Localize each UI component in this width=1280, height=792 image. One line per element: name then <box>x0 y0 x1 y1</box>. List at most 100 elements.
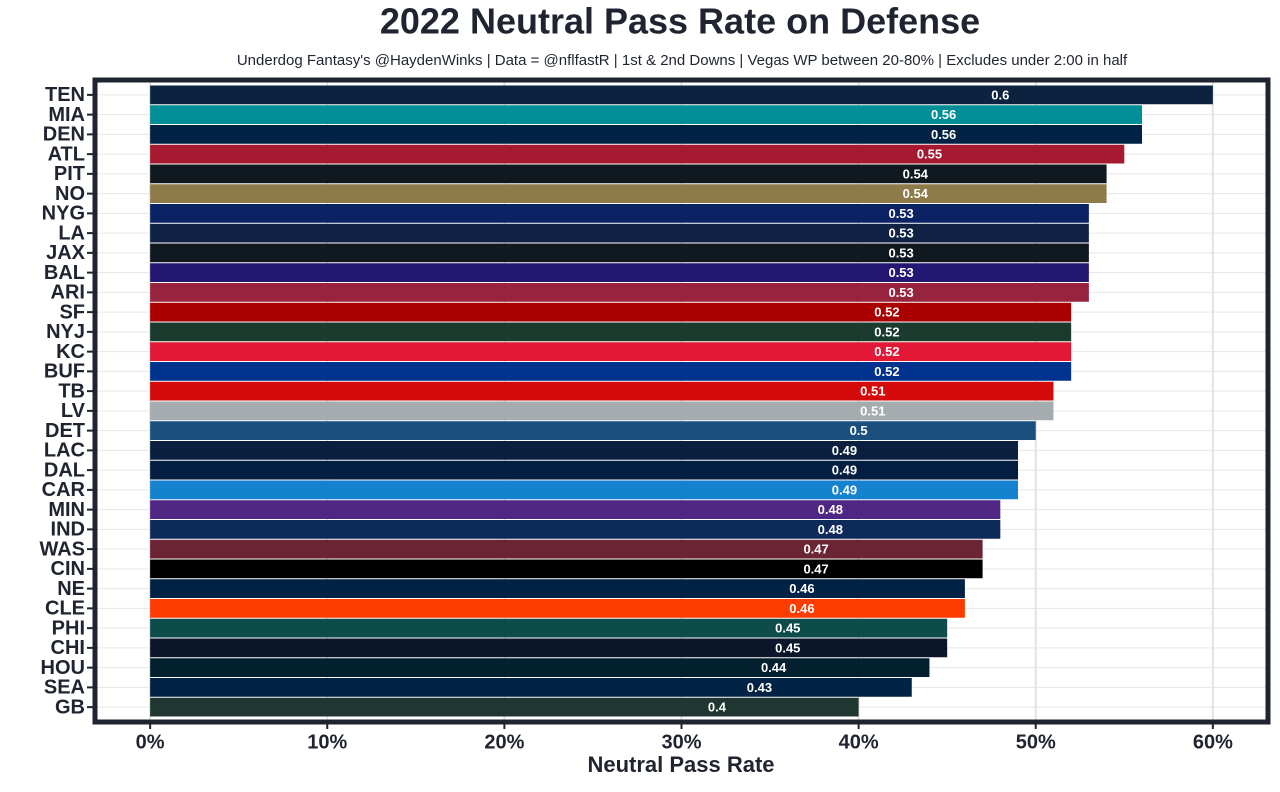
y-tick-label: TB <box>58 380 85 402</box>
y-tick-label: ATL <box>48 143 85 165</box>
value-label: 0.53 <box>888 265 913 280</box>
bar <box>150 283 1089 302</box>
value-label: 0.43 <box>747 680 772 695</box>
value-label: 0.46 <box>789 581 814 596</box>
x-tick-label: 60% <box>1193 731 1233 753</box>
value-label: 0.53 <box>888 285 913 300</box>
y-tick-label: LV <box>61 400 86 422</box>
value-label: 0.4 <box>708 700 727 715</box>
y-tick-label: GB <box>55 696 85 718</box>
value-label: 0.6 <box>991 87 1009 102</box>
plot-area: 0.6 0.56 0.56 0.55 0.54 0.54 0.53 0.53 0.53 0.53 0… <box>97 82 1266 720</box>
value-label: 0.54 <box>903 166 929 181</box>
y-tick-label: BUF <box>44 361 85 383</box>
value-label: 0.56 <box>931 127 956 142</box>
y-tick-label: KC <box>56 341 85 363</box>
bar <box>150 579 965 598</box>
bar <box>150 618 948 638</box>
bar <box>150 401 1054 421</box>
plot-frame <box>92 77 1271 725</box>
y-tick-label: NE <box>57 578 85 600</box>
bar <box>150 559 983 579</box>
bar <box>150 263 1089 282</box>
value-label: 0.49 <box>832 443 857 458</box>
y-tick-label: NYJ <box>46 321 85 343</box>
bar <box>150 599 965 618</box>
value-label: 0.44 <box>761 660 787 675</box>
value-label: 0.45 <box>775 640 800 655</box>
y-tick-label: BAL <box>44 262 85 284</box>
bar <box>150 342 1072 361</box>
bar <box>150 85 1213 105</box>
y-tick-label: MIA <box>48 104 85 126</box>
value-label: 0.51 <box>860 403 885 418</box>
x-tick-label: 30% <box>661 731 701 753</box>
chart-subtitle: Underdog Fantasy's @HaydenWinks | Data =… <box>237 52 1128 69</box>
bar <box>150 678 912 697</box>
bar <box>150 638 948 658</box>
bar <box>150 144 1125 164</box>
y-tick-label: PHI <box>52 617 85 639</box>
bar <box>150 164 1107 184</box>
bar <box>150 204 1089 223</box>
bar <box>150 441 1019 460</box>
bar <box>150 381 1054 401</box>
value-label: 0.52 <box>874 364 899 379</box>
value-label: 0.55 <box>917 147 942 162</box>
bar <box>150 223 1089 243</box>
y-tick-label: CLE <box>45 598 85 620</box>
y-tick-label: CHI <box>51 637 85 659</box>
bar <box>150 184 1107 203</box>
y-tick-label: NYG <box>42 203 85 225</box>
bar <box>150 697 859 717</box>
bar <box>150 539 983 559</box>
value-label: 0.52 <box>874 344 899 359</box>
y-tick-label: PIT <box>54 163 85 185</box>
x-tick-label: 50% <box>1016 731 1056 753</box>
value-label: 0.53 <box>888 226 913 241</box>
x-tick-label: 40% <box>839 731 879 753</box>
y-tick-label: SEA <box>44 677 85 699</box>
value-label: 0.53 <box>888 206 913 221</box>
y-tick-label: CAR <box>42 479 86 501</box>
x-tick-label: 10% <box>307 731 347 753</box>
y-tick-label: WAS <box>39 538 85 560</box>
y-tick-label: NO <box>55 183 85 205</box>
x-tick-label: 20% <box>484 731 524 753</box>
bar <box>150 658 930 677</box>
y-tick-label: JAX <box>46 242 86 264</box>
value-label: 0.47 <box>803 561 828 576</box>
bar <box>150 302 1072 322</box>
y-tick-label: MIN <box>48 499 85 521</box>
bar <box>150 243 1089 263</box>
value-label: 0.45 <box>775 621 800 636</box>
value-label: 0.56 <box>931 107 956 122</box>
value-label: 0.46 <box>789 601 814 616</box>
value-label: 0.47 <box>803 542 828 557</box>
bar <box>150 480 1019 500</box>
value-label: 0.52 <box>874 324 899 339</box>
x-tick-label: 0% <box>136 731 165 753</box>
bar <box>150 500 1001 519</box>
y-tick-label: LA <box>58 222 85 244</box>
value-label: 0.49 <box>832 482 857 497</box>
y-tick-label: IND <box>51 519 85 541</box>
bar <box>150 125 1143 144</box>
y-tick-label: ARI <box>51 282 85 304</box>
y-tick-label: TEN <box>45 84 85 106</box>
bar <box>150 322 1072 342</box>
bar <box>150 362 1072 381</box>
x-axis-label: Neutral Pass Rate <box>587 752 774 777</box>
y-tick-label: LAC <box>44 440 85 462</box>
y-tick-label: DEN <box>43 124 85 146</box>
value-label: 0.48 <box>818 502 843 517</box>
y-tick-label: DAL <box>44 459 85 481</box>
value-label: 0.52 <box>874 305 899 320</box>
value-label: 0.49 <box>832 463 857 478</box>
value-label: 0.53 <box>888 245 913 260</box>
bar <box>150 421 1036 440</box>
y-tick-label: CIN <box>51 558 85 580</box>
bar <box>150 105 1143 124</box>
value-label: 0.5 <box>850 423 868 438</box>
